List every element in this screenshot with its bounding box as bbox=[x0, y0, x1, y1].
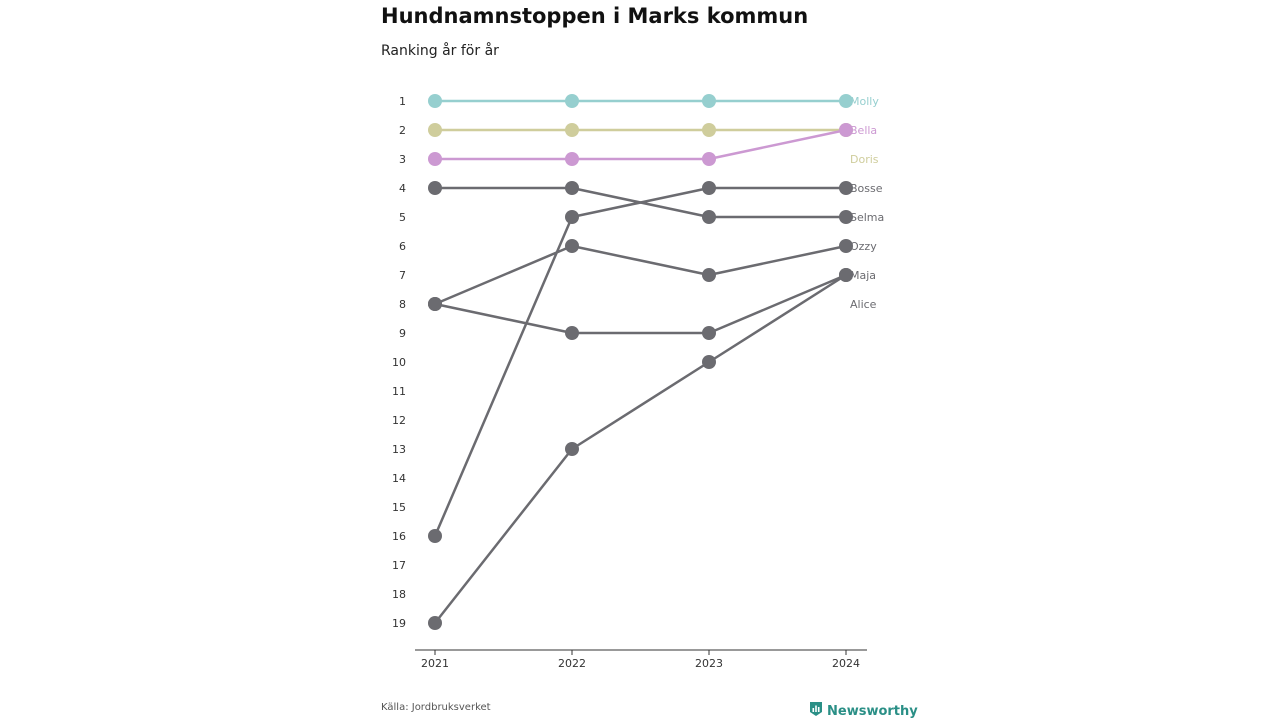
end-label-molly: Molly bbox=[850, 95, 879, 108]
y-tick-label: 11 bbox=[392, 385, 406, 398]
y-tick-label: 17 bbox=[392, 559, 406, 572]
data-point-bosse bbox=[565, 210, 579, 224]
data-point-bosse bbox=[428, 529, 442, 543]
y-tick-label: 1 bbox=[399, 95, 406, 108]
series-line-alice bbox=[434, 273, 847, 624]
data-point-maja bbox=[702, 326, 716, 340]
data-point-bosse bbox=[839, 181, 853, 195]
y-tick-label: 14 bbox=[392, 472, 406, 485]
y-tick-label: 9 bbox=[399, 327, 406, 340]
end-label-bosse: Bosse bbox=[850, 182, 883, 195]
y-tick-label: 19 bbox=[392, 617, 406, 630]
x-tick-label: 2021 bbox=[421, 657, 449, 670]
y-tick-label: 10 bbox=[392, 356, 406, 369]
end-label-bella: Bella bbox=[850, 124, 877, 137]
brand-logo[interactable]: Newsworthy bbox=[809, 701, 918, 721]
x-tick-label: 2024 bbox=[832, 657, 860, 670]
data-point-molly bbox=[839, 94, 853, 108]
data-point-maja bbox=[565, 326, 579, 340]
y-tick-label: 13 bbox=[392, 443, 406, 456]
data-point-doris bbox=[565, 123, 579, 137]
data-point-doris bbox=[428, 123, 442, 137]
end-labels: Molly Bella Doris Bosse Selma Ozzy Maja Alice bbox=[850, 95, 884, 311]
x-tick-label: 2023 bbox=[695, 657, 723, 670]
series-line-ozzy bbox=[434, 244, 847, 306]
chart-title: Hundnamnstoppen i Marks kommun bbox=[381, 4, 809, 28]
data-point-molly bbox=[428, 94, 442, 108]
data-point-ozzy bbox=[565, 239, 579, 253]
series-line-bella bbox=[435, 128, 847, 161]
y-tick-label: 2 bbox=[399, 124, 406, 137]
bar-chart-icon bbox=[809, 701, 823, 721]
y-tick-label: 12 bbox=[392, 414, 406, 427]
y-tick-label: 8 bbox=[399, 298, 406, 311]
series-lines bbox=[433, 99, 847, 624]
data-point-bella bbox=[565, 152, 579, 166]
x-axis-ticks: 2021 2022 2023 2024 bbox=[421, 650, 860, 670]
data-point-molly bbox=[702, 94, 716, 108]
x-tick-label: 2022 bbox=[558, 657, 586, 670]
data-point-bella bbox=[839, 123, 853, 137]
source-note: Källa: Jordbruksverket bbox=[381, 702, 491, 713]
data-point-doris bbox=[702, 123, 716, 137]
data-point-bella bbox=[428, 152, 442, 166]
data-point-molly bbox=[565, 94, 579, 108]
y-tick-label: 15 bbox=[392, 501, 406, 514]
data-point-bosse bbox=[702, 181, 716, 195]
end-label-selma: Selma bbox=[850, 211, 884, 224]
y-tick-label: 18 bbox=[392, 588, 406, 601]
y-tick-label: 3 bbox=[399, 153, 406, 166]
data-point-alice bbox=[839, 268, 853, 282]
data-point-maja bbox=[428, 297, 442, 311]
data-point-selma bbox=[428, 181, 442, 195]
y-tick-label: 7 bbox=[399, 269, 406, 282]
data-point-selma bbox=[565, 181, 579, 195]
data-point-bella bbox=[702, 152, 716, 166]
end-label-alice: Alice bbox=[850, 298, 877, 311]
end-label-ozzy: Ozzy bbox=[850, 240, 877, 253]
data-point-alice bbox=[702, 355, 716, 369]
y-tick-label: 16 bbox=[392, 530, 406, 543]
data-point-alice bbox=[428, 616, 442, 630]
end-label-doris: Doris bbox=[850, 153, 879, 166]
data-point-selma bbox=[702, 210, 716, 224]
series-line-bosse bbox=[433, 186, 846, 537]
chart-subtitle: Ranking år för år bbox=[381, 43, 499, 59]
y-tick-label: 5 bbox=[399, 211, 406, 224]
data-point-ozzy bbox=[839, 239, 853, 253]
data-point-selma bbox=[839, 210, 853, 224]
series-line-maja bbox=[434, 273, 847, 335]
data-point-alice bbox=[565, 442, 579, 456]
end-label-maja: Maja bbox=[850, 269, 876, 282]
y-tick-label: 6 bbox=[399, 240, 406, 253]
y-tick-label: 4 bbox=[399, 182, 406, 195]
brand-name: Newsworthy bbox=[827, 703, 918, 719]
series-points bbox=[428, 94, 853, 630]
data-point-ozzy bbox=[702, 268, 716, 282]
